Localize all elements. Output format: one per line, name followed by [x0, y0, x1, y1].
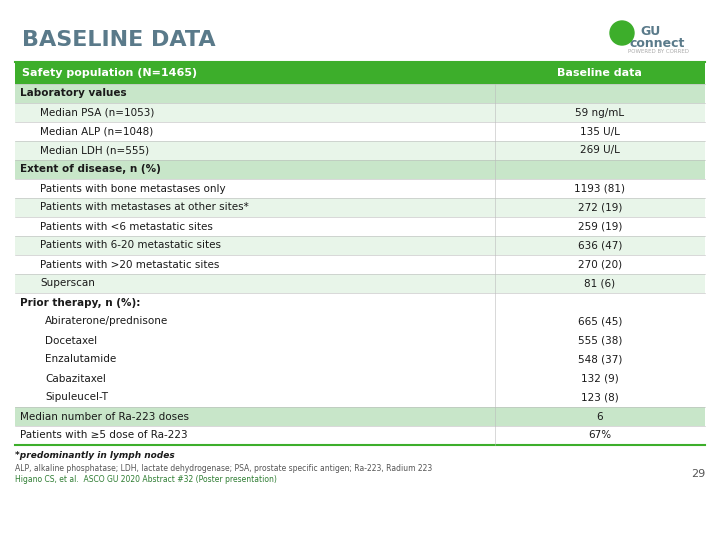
Bar	[15, 236, 705, 255]
Text: Cabazitaxel: Cabazitaxel	[45, 374, 106, 383]
Text: Median number of Ra-223 doses: Median number of Ra-223 doses	[20, 411, 189, 422]
Text: 272 (19): 272 (19)	[577, 202, 622, 213]
Text: Median PSA (n=1053): Median PSA (n=1053)	[40, 107, 154, 118]
Bar	[15, 62, 705, 84]
Bar	[15, 84, 705, 103]
Text: 636 (47): 636 (47)	[577, 240, 622, 251]
Text: Enzalutamide: Enzalutamide	[45, 354, 116, 364]
Text: Patients with bone metastases only: Patients with bone metastases only	[40, 184, 225, 193]
Text: ALP, alkaline phosphatase; LDH, lactate dehydrogenase; PSA, prostate specific an: ALP, alkaline phosphatase; LDH, lactate …	[15, 464, 432, 473]
Bar	[15, 274, 705, 293]
Text: Laboratory values: Laboratory values	[20, 89, 127, 98]
Text: Docetaxel: Docetaxel	[45, 335, 97, 346]
Text: 132 (9): 132 (9)	[581, 374, 618, 383]
Text: Patients with <6 metastatic sites: Patients with <6 metastatic sites	[40, 221, 213, 232]
Bar	[15, 217, 705, 236]
Text: Safety population (N=1465): Safety population (N=1465)	[22, 68, 197, 78]
Text: 123 (8): 123 (8)	[581, 393, 618, 402]
Text: 135 U/L: 135 U/L	[580, 126, 620, 137]
Text: GU: GU	[640, 25, 660, 38]
Circle shape	[610, 21, 634, 45]
Text: 270 (20): 270 (20)	[577, 260, 622, 269]
Text: 81 (6): 81 (6)	[584, 279, 616, 288]
Bar	[15, 122, 705, 141]
Text: Baseline data: Baseline data	[557, 68, 642, 78]
Text: Extent of disease, n (%): Extent of disease, n (%)	[20, 165, 161, 174]
Text: connect: connect	[630, 37, 685, 50]
Text: 548 (37): 548 (37)	[577, 354, 622, 364]
Text: Patients with 6-20 metastatic sites: Patients with 6-20 metastatic sites	[40, 240, 221, 251]
Text: 665 (45): 665 (45)	[577, 316, 622, 327]
Text: Higano CS, et al.  ASCO GU 2020 Abstract #32 (Poster presentation): Higano CS, et al. ASCO GU 2020 Abstract …	[15, 475, 277, 484]
Text: 259 (19): 259 (19)	[577, 221, 622, 232]
Text: Median ALP (n=1048): Median ALP (n=1048)	[40, 126, 153, 137]
Text: 269 U/L: 269 U/L	[580, 145, 620, 156]
Text: Median LDH (n=555): Median LDH (n=555)	[40, 145, 149, 156]
Text: 1193 (81): 1193 (81)	[575, 184, 625, 193]
Text: BASELINE DATA: BASELINE DATA	[22, 30, 215, 50]
Text: 6: 6	[596, 411, 603, 422]
Text: Patients with >20 metastatic sites: Patients with >20 metastatic sites	[40, 260, 220, 269]
Text: 59 ng/mL: 59 ng/mL	[575, 107, 624, 118]
Text: Patients with metastases at other sites*: Patients with metastases at other sites*	[40, 202, 248, 213]
Bar	[15, 407, 705, 426]
Text: 67%: 67%	[588, 430, 611, 441]
Bar	[15, 160, 705, 179]
Bar	[15, 103, 705, 122]
Text: POWERED BY CORRED: POWERED BY CORRED	[628, 49, 689, 54]
Text: Patients with ≥5 dose of Ra-223: Patients with ≥5 dose of Ra-223	[20, 430, 188, 441]
Text: Sipuleucel-T: Sipuleucel-T	[45, 393, 108, 402]
Text: Superscan: Superscan	[40, 279, 95, 288]
Bar	[15, 426, 705, 445]
Bar	[15, 255, 705, 274]
Text: *predominantly in lymph nodes: *predominantly in lymph nodes	[15, 451, 175, 460]
Text: 29: 29	[690, 469, 705, 479]
Bar	[15, 141, 705, 160]
Bar	[15, 179, 705, 198]
Text: 555 (38): 555 (38)	[577, 335, 622, 346]
Bar	[15, 198, 705, 217]
Text: Abiraterone/prednisone: Abiraterone/prednisone	[45, 316, 168, 327]
Bar	[15, 293, 705, 407]
Text: Prior therapy, n (%):: Prior therapy, n (%):	[20, 298, 140, 307]
